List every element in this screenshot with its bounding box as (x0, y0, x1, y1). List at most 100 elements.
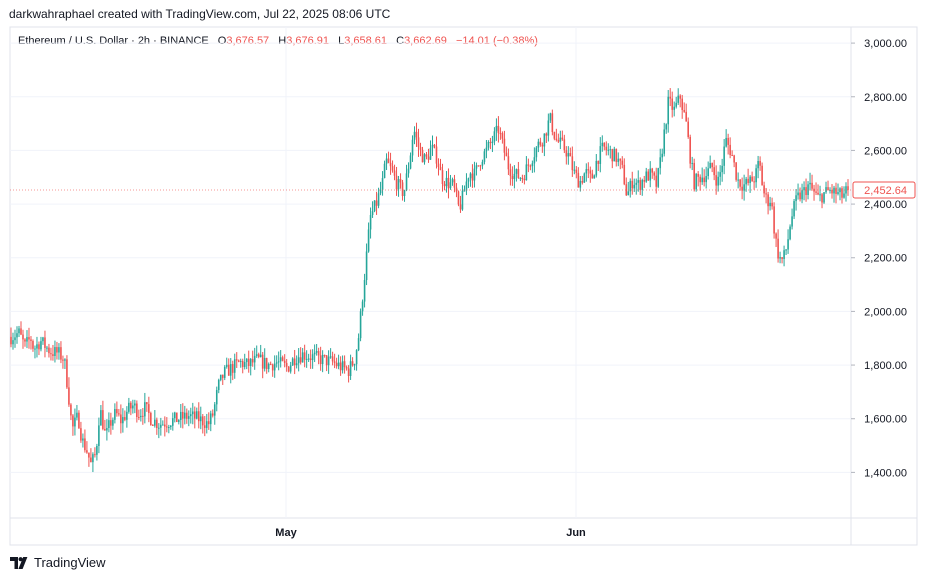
candle-body (415, 131, 418, 138)
candle-body (673, 106, 676, 110)
candle-body (697, 173, 699, 177)
candle-body (581, 180, 584, 183)
candle-body (569, 153, 572, 157)
symbol-label[interactable]: Ethereum / U.S. Dollar · 2h · BINANCE (18, 35, 209, 47)
candle-body (315, 351, 318, 353)
candle-body (203, 425, 206, 428)
candle-body (737, 179, 739, 181)
candle-body (213, 404, 216, 416)
candle-body (531, 163, 534, 167)
candle-body (533, 157, 536, 164)
candle-body (597, 160, 600, 164)
candle-body (259, 354, 262, 357)
candle-body (819, 194, 821, 196)
candle-body (237, 360, 240, 362)
candle-body (577, 172, 580, 188)
candle-body (547, 120, 550, 136)
candle-body (347, 368, 350, 377)
candle-body (359, 311, 362, 339)
candle-body (443, 183, 446, 187)
candle-body (685, 111, 687, 122)
candle-body (205, 421, 208, 428)
candle-body (605, 146, 608, 151)
candle-body (559, 137, 562, 142)
candle-body (64, 359, 66, 361)
candle-body (539, 141, 542, 145)
candle-body (187, 416, 190, 419)
candle-body (455, 187, 458, 192)
candle-body (511, 176, 514, 180)
candle-body (401, 182, 404, 197)
candle-body (385, 158, 388, 164)
candle-body (277, 361, 280, 363)
candle-body (76, 412, 78, 418)
candle-body (701, 177, 703, 183)
candle-body (695, 173, 697, 190)
candle-body (639, 180, 642, 190)
candle-body (705, 176, 707, 183)
candle-body (421, 149, 424, 163)
candle-body (271, 364, 274, 371)
candle-body (48, 347, 50, 354)
candle-body (651, 168, 654, 173)
candle-body (86, 450, 88, 453)
candle-body (295, 363, 298, 366)
candle-body (68, 387, 70, 405)
candle-body (739, 179, 741, 187)
tradingview-footer[interactable]: TradingView (10, 555, 106, 570)
candle-body (557, 140, 560, 142)
candle-body (713, 167, 715, 176)
candle-body (507, 156, 510, 170)
candle-body (403, 190, 406, 197)
candle-body (487, 142, 490, 148)
candle-body (138, 417, 140, 419)
candle-body (751, 176, 753, 182)
candle-body (413, 131, 416, 140)
candle-body (735, 162, 737, 180)
candle-body (747, 178, 749, 183)
candle-body (26, 337, 28, 342)
candle-body (633, 184, 636, 189)
candle-body (239, 360, 242, 362)
candle-body (82, 438, 84, 441)
candle-body (725, 137, 727, 147)
last-price-label: 2,452.64 (864, 185, 907, 197)
candle-body (211, 413, 214, 416)
candle-body (667, 96, 670, 125)
candle-body (191, 411, 194, 415)
candle-body (589, 170, 592, 174)
candle-body (243, 362, 246, 367)
candle-body (781, 257, 783, 259)
candle-body (367, 229, 370, 252)
y-tick-label: 2,600.00 (864, 145, 907, 157)
candle-body (287, 366, 290, 372)
candle-body (247, 358, 250, 366)
candle-body (683, 109, 685, 112)
candle-body (847, 186, 849, 190)
candle-body (523, 178, 526, 181)
candle-body (457, 191, 460, 205)
candle-body (74, 417, 76, 427)
candle-body (56, 347, 58, 353)
candle-body (497, 125, 500, 134)
candle-body (251, 359, 254, 363)
change-value: −14.01 (−0.38%) (455, 35, 538, 47)
candle-body (108, 420, 110, 429)
candle-body (411, 139, 414, 156)
candle-body (643, 179, 646, 182)
candle-body (84, 438, 86, 451)
candle-body (154, 419, 156, 426)
high-value: 3,676.91 (286, 35, 330, 47)
candle-body (761, 165, 763, 186)
candle-body (235, 359, 238, 361)
candle-body (677, 95, 680, 103)
candle-body (567, 153, 570, 157)
candle-body (160, 424, 162, 428)
candle-body (435, 146, 438, 164)
candle-body (357, 338, 360, 351)
candle-body (78, 412, 80, 429)
close-key: C (396, 35, 405, 47)
candle-body (281, 357, 284, 361)
candle-body (831, 189, 833, 194)
